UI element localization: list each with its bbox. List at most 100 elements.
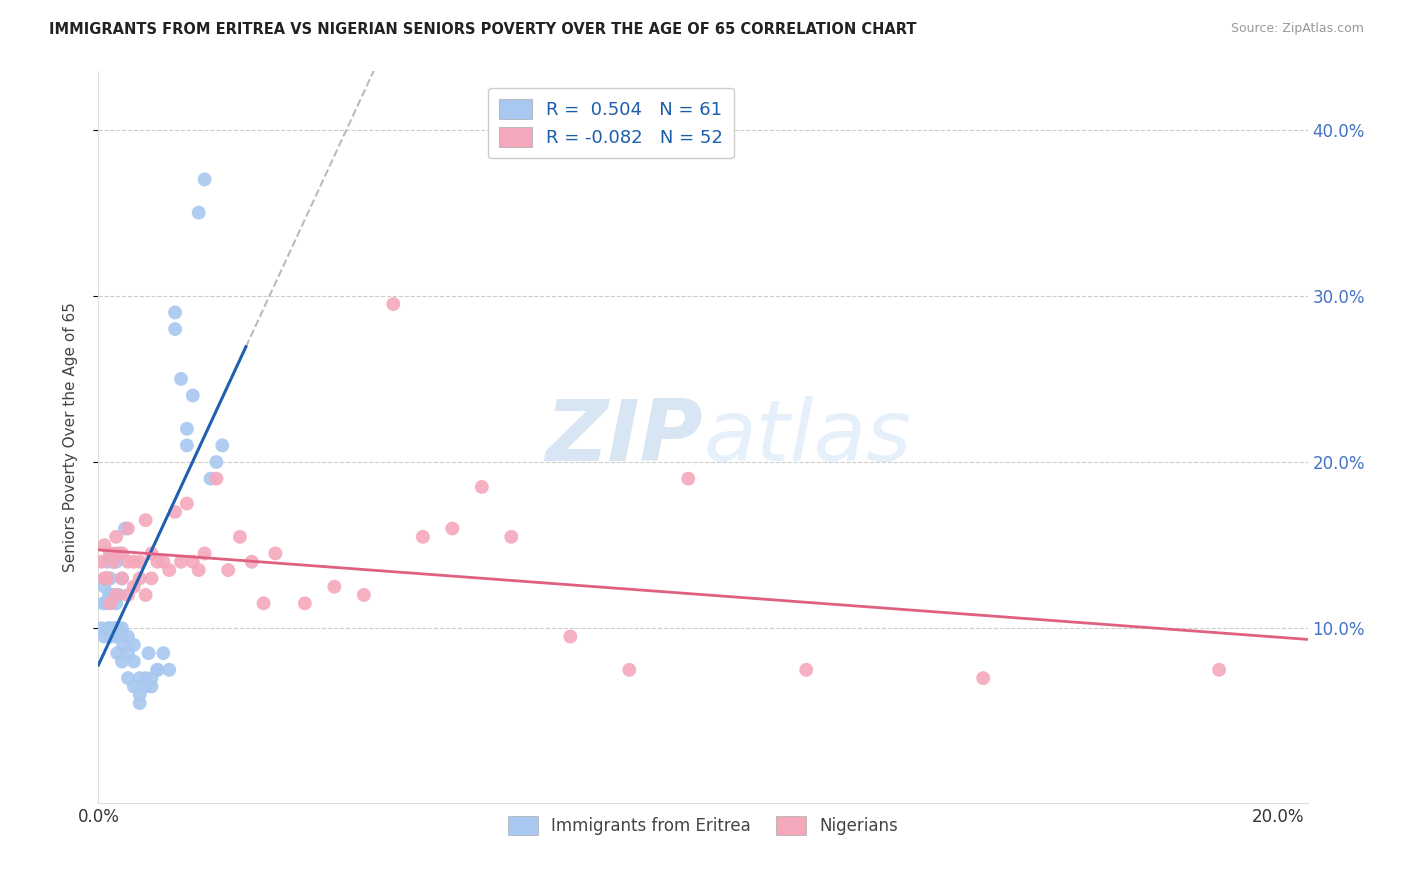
Point (96, 571, 118, 585)
Point (105, 630, 128, 644)
Point (103, 621, 125, 635)
Point (252, 596, 274, 610)
Point (165, 322, 187, 336)
Point (114, 521, 136, 535)
Point (146, 663, 169, 677)
Point (187, 563, 209, 577)
Point (128, 671, 150, 685)
Point (794, 663, 817, 677)
Point (111, 655, 134, 669)
Point (194, 172, 217, 186)
Point (105, 621, 128, 635)
Point (108, 588, 131, 602)
Point (678, 472, 700, 486)
Point (117, 521, 139, 535)
Point (117, 671, 139, 685)
Point (122, 638, 145, 652)
Point (105, 596, 128, 610)
Point (501, 530, 523, 544)
Point (94, 596, 117, 610)
Point (90, 621, 112, 635)
Point (152, 646, 174, 660)
Point (141, 671, 163, 685)
Point (229, 530, 252, 544)
Text: ZIP: ZIP (546, 395, 703, 479)
Point (90, 555, 112, 569)
Point (105, 546, 128, 560)
Point (111, 571, 134, 585)
Text: atlas: atlas (703, 395, 911, 479)
Point (972, 671, 994, 685)
Point (117, 630, 139, 644)
Point (98, 630, 121, 644)
Point (128, 688, 150, 702)
Point (141, 571, 163, 585)
Point (111, 571, 134, 585)
Point (619, 663, 641, 677)
Point (138, 646, 160, 660)
Point (146, 555, 169, 569)
Point (97, 621, 120, 635)
Point (128, 555, 150, 569)
Point (128, 696, 150, 710)
Point (117, 555, 139, 569)
Point (176, 438, 198, 452)
Point (141, 546, 163, 560)
Point (194, 546, 217, 560)
Point (101, 588, 124, 602)
Point (105, 555, 128, 569)
Point (105, 588, 128, 602)
Point (240, 555, 263, 569)
Point (135, 671, 157, 685)
Point (217, 563, 239, 577)
Point (101, 555, 124, 569)
Point (170, 555, 193, 569)
Point (105, 530, 128, 544)
Point (157, 563, 180, 577)
Point (122, 655, 145, 669)
Point (176, 422, 198, 436)
Point (117, 588, 139, 602)
Point (181, 555, 204, 569)
Y-axis label: Seniors Poverty Over the Age of 65: Seniors Poverty Over the Age of 65 (63, 302, 77, 572)
Point (93, 538, 115, 552)
Point (135, 680, 157, 694)
Point (98, 546, 121, 560)
Point (165, 505, 187, 519)
Point (323, 580, 346, 594)
Point (101, 555, 124, 569)
Point (135, 513, 157, 527)
Point (93, 571, 115, 585)
Point (122, 555, 145, 569)
Point (412, 530, 434, 544)
Text: Source: ZipAtlas.com: Source: ZipAtlas.com (1230, 22, 1364, 36)
Point (96, 571, 118, 585)
Point (205, 472, 228, 486)
Point (107, 621, 129, 635)
Point (264, 546, 287, 560)
Point (165, 305, 187, 319)
Point (471, 480, 494, 494)
Point (135, 588, 157, 602)
Point (146, 663, 169, 677)
Point (353, 588, 375, 602)
Point (93, 580, 115, 594)
Point (98, 546, 121, 560)
Point (200, 472, 222, 486)
Point (441, 521, 464, 535)
Point (96, 555, 118, 569)
Point (122, 580, 145, 594)
Point (94, 571, 117, 585)
Point (205, 455, 228, 469)
Point (1208, 663, 1230, 677)
Point (181, 388, 204, 402)
Point (152, 555, 174, 569)
Point (111, 621, 134, 635)
Point (112, 638, 135, 652)
Text: IMMIGRANTS FROM ERITREA VS NIGERIAN SENIORS POVERTY OVER THE AGE OF 65 CORRELATI: IMMIGRANTS FROM ERITREA VS NIGERIAN SENI… (49, 22, 917, 37)
Point (560, 630, 582, 644)
Point (211, 438, 233, 452)
Point (111, 630, 134, 644)
Point (93, 630, 115, 644)
Point (187, 205, 209, 219)
